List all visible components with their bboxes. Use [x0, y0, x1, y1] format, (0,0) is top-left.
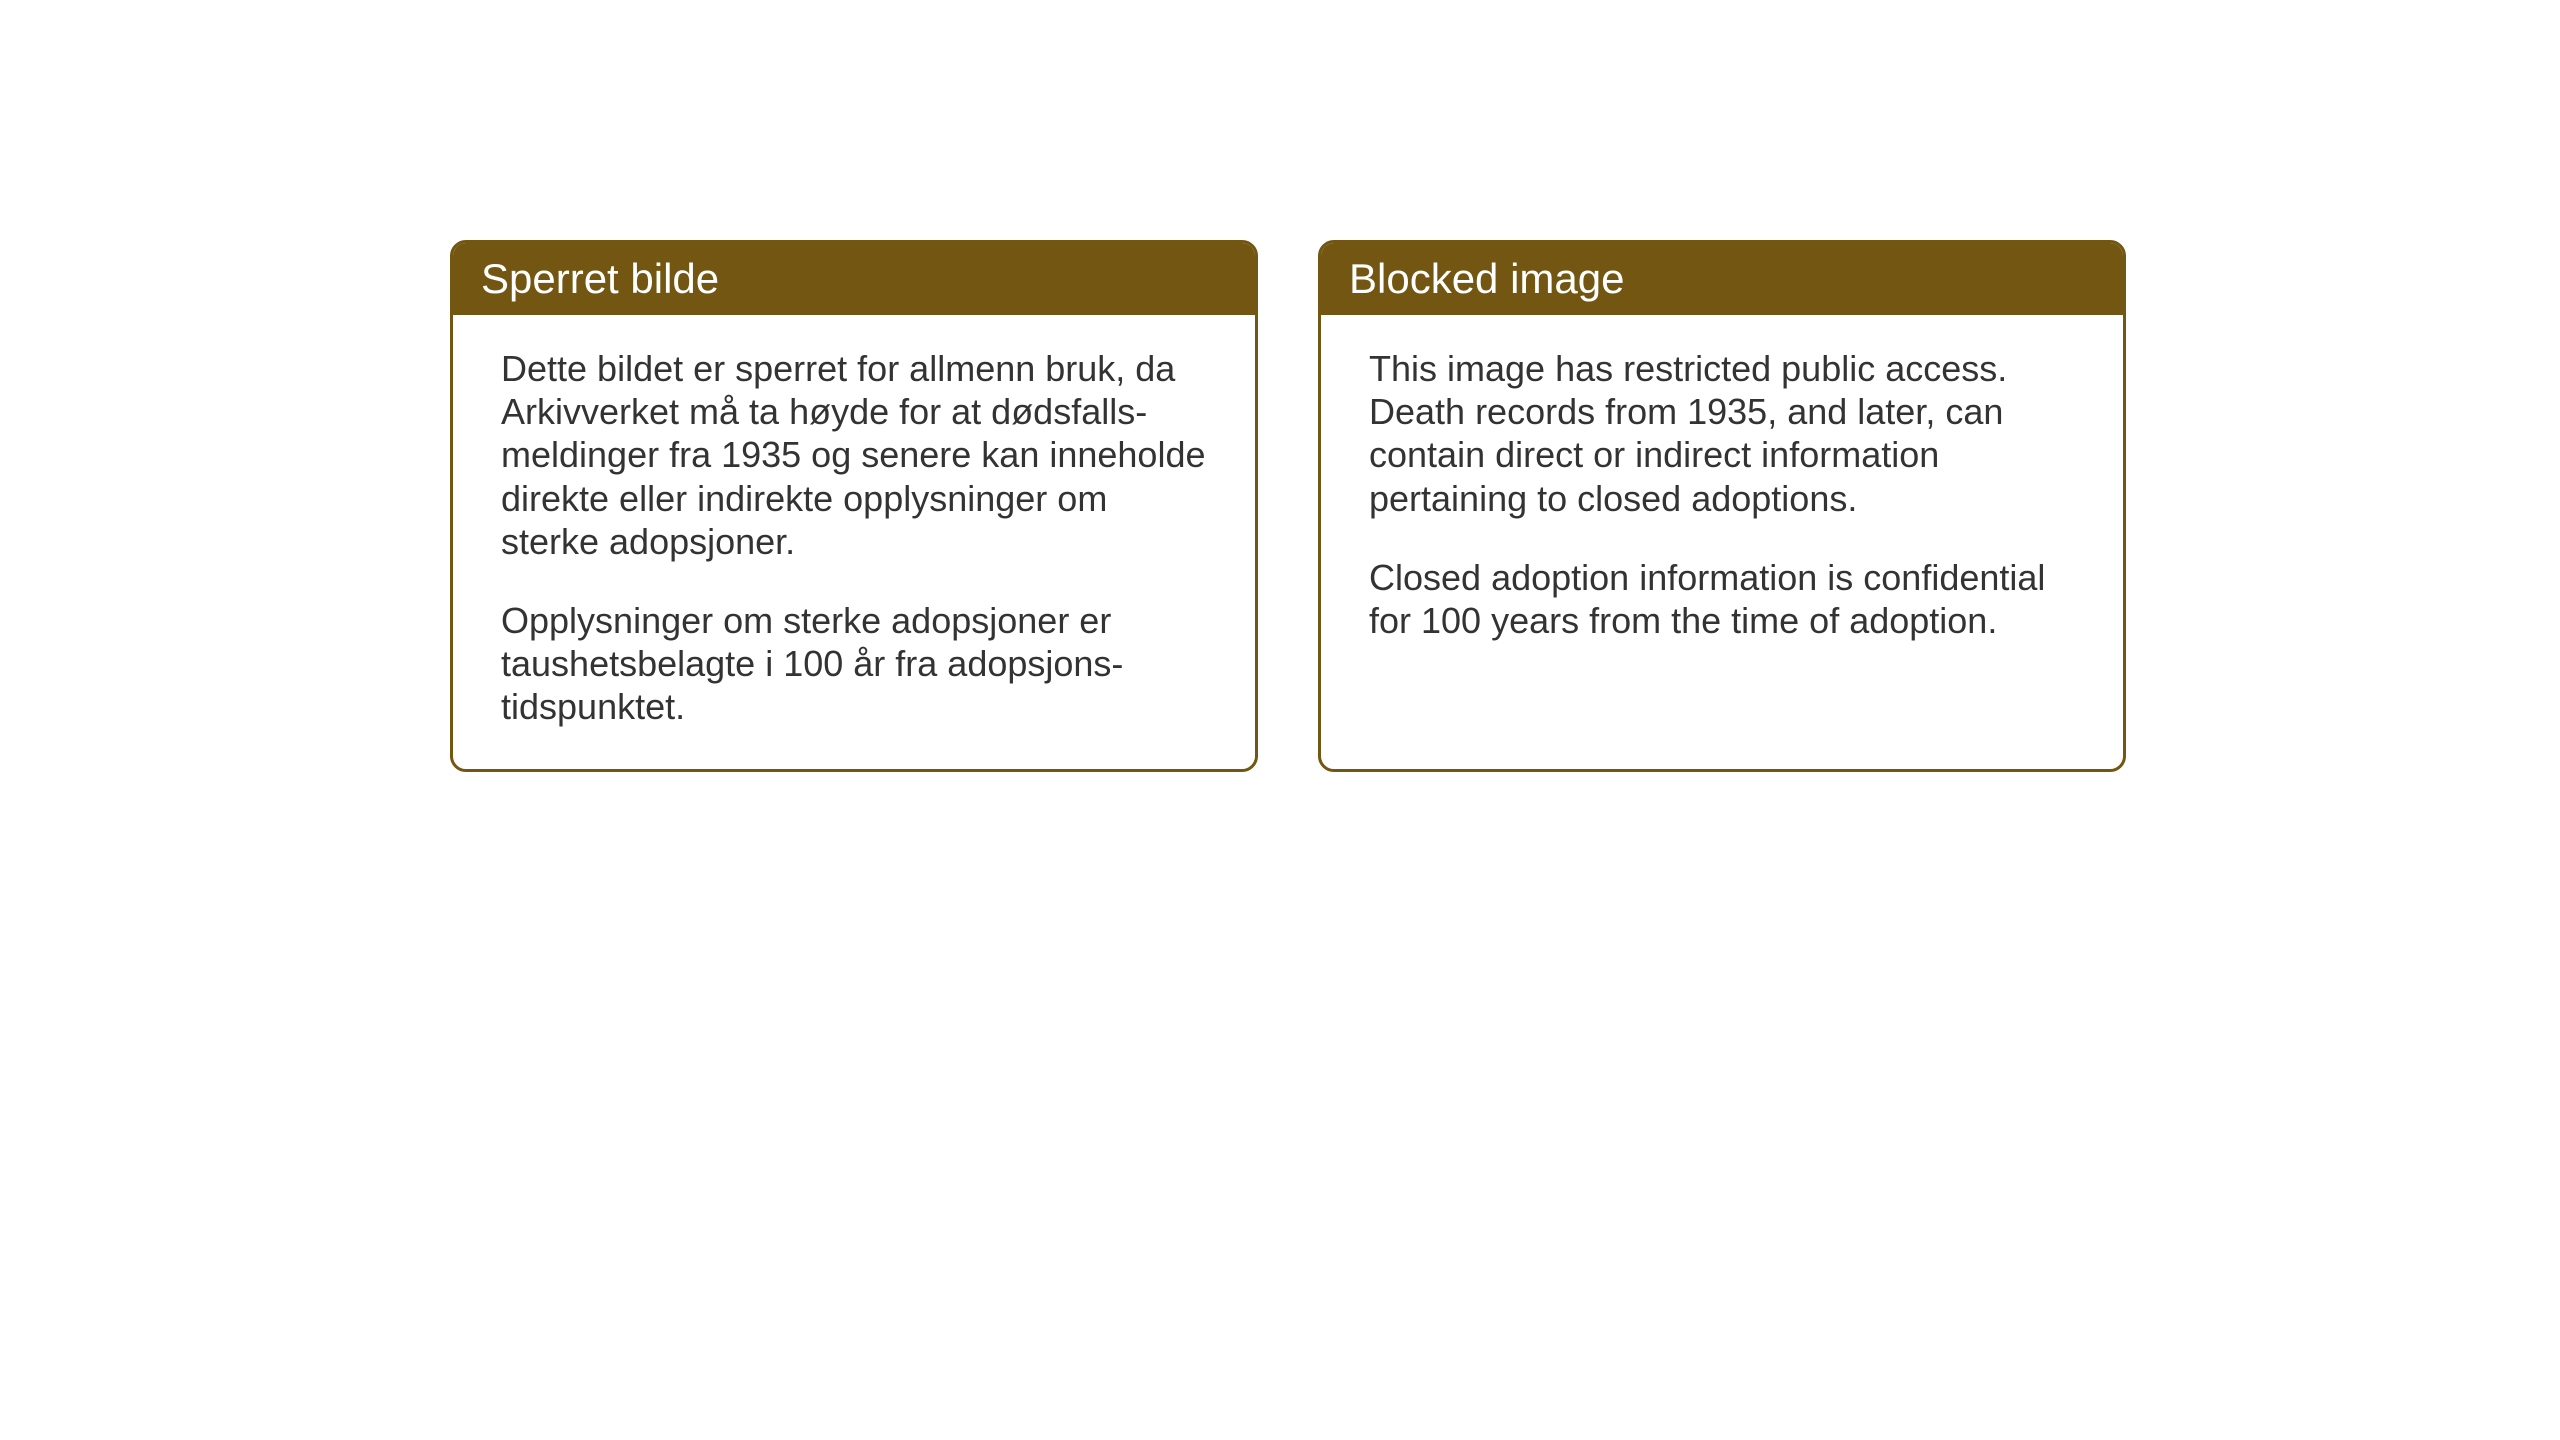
card-body: This image has restricted public access.… [1321, 315, 2123, 682]
notice-container: Sperret bilde Dette bildet er sperret fo… [450, 240, 2126, 772]
card-body: Dette bildet er sperret for allmenn bruk… [453, 315, 1255, 769]
card-header: Sperret bilde [453, 243, 1255, 315]
notice-card-english: Blocked image This image has restricted … [1318, 240, 2126, 772]
card-paragraph: Closed adoption information is confident… [1369, 556, 2075, 642]
notice-card-norwegian: Sperret bilde Dette bildet er sperret fo… [450, 240, 1258, 772]
card-header: Blocked image [1321, 243, 2123, 315]
card-title: Blocked image [1349, 255, 1624, 302]
card-paragraph: Dette bildet er sperret for allmenn bruk… [501, 347, 1207, 563]
card-title: Sperret bilde [481, 255, 719, 302]
card-paragraph: This image has restricted public access.… [1369, 347, 2075, 520]
card-paragraph: Opplysninger om sterke adopsjoner er tau… [501, 599, 1207, 729]
